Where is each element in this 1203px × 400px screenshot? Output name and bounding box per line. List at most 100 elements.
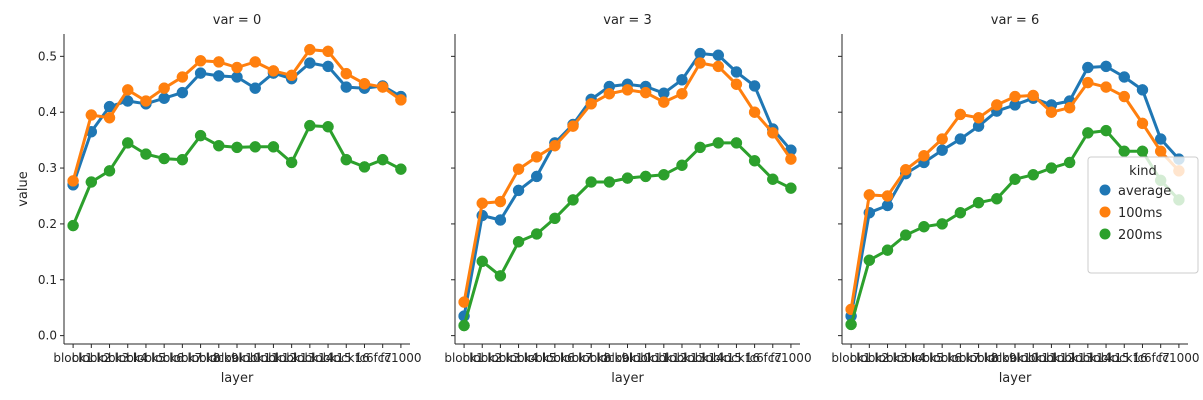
x-tick-label: block3 <box>868 351 907 365</box>
panel-title: var = 3 <box>603 13 651 28</box>
data-point-200ms <box>730 137 743 149</box>
x-tick-label: fc6 <box>745 351 763 365</box>
data-point-average <box>176 86 189 99</box>
data-point-200ms <box>1027 169 1039 181</box>
data-point-100ms <box>103 112 116 124</box>
x-tick-label: block4 <box>499 351 538 365</box>
x-tick-label: block11 <box>1010 351 1057 365</box>
y-tick-label: 0.0 <box>38 329 57 343</box>
data-point-200ms <box>863 254 876 266</box>
legend: kind average 100ms 200ms <box>1087 156 1199 274</box>
x-tick-label: block12 <box>250 351 297 365</box>
data-point-100ms <box>476 197 488 209</box>
x-tick-label: block5 <box>517 351 556 365</box>
x-tick-label: block5 <box>126 351 165 365</box>
x-tick-label: block9 <box>590 351 629 365</box>
data-point-average <box>1100 60 1112 73</box>
x-tick-label: block12 <box>1028 351 1075 365</box>
data-point-200ms <box>748 155 761 167</box>
x-tick-label: block10 <box>213 351 260 365</box>
data-point-100ms <box>549 139 561 152</box>
panel-title: var = 0 <box>213 13 261 28</box>
data-point-100ms <box>158 82 170 94</box>
data-point-200ms <box>494 270 507 282</box>
x-tick-label: block13 <box>268 351 315 365</box>
data-point-100ms <box>249 56 261 68</box>
x-tick-label: block16 <box>713 351 760 365</box>
data-point-200ms <box>639 170 652 183</box>
data-point-200ms <box>767 173 779 185</box>
data-point-100ms <box>1027 89 1039 102</box>
data-point-100ms <box>1136 117 1149 130</box>
data-point-100ms <box>567 120 579 132</box>
legend-frame <box>1087 156 1199 274</box>
y-tick-label: 0.3 <box>38 161 57 175</box>
data-point-200ms <box>121 137 134 149</box>
data-point-100ms <box>785 153 797 165</box>
x-tick-label: block11 <box>622 351 669 365</box>
data-point-200ms <box>103 165 116 177</box>
x-tick-label: block1 <box>444 351 483 365</box>
data-point-average <box>213 70 225 82</box>
data-point-200ms <box>158 152 170 165</box>
data-point-100ms <box>585 98 597 110</box>
data-point-100ms <box>881 190 894 202</box>
data-point-average <box>748 80 761 92</box>
data-point-200ms <box>658 169 670 181</box>
data-point-average <box>712 49 725 61</box>
x-tick-label: block9 <box>199 351 238 365</box>
data-point-100ms <box>918 150 930 162</box>
data-point-200ms <box>530 228 543 240</box>
data-point-200ms <box>991 193 1003 205</box>
data-point-200ms <box>231 141 243 154</box>
data-point-average <box>1118 71 1131 83</box>
data-point-200ms <box>322 120 334 133</box>
data-point-200ms <box>340 153 353 166</box>
data-point-100ms <box>121 84 134 96</box>
data-point-200ms <box>567 194 579 206</box>
data-point-200ms <box>140 148 152 160</box>
x-tick-label: block15 <box>304 351 351 365</box>
data-point-200ms <box>1118 145 1131 158</box>
data-point-100ms <box>358 77 371 90</box>
y-tick-label: 0.4 <box>38 105 57 119</box>
data-point-100ms <box>85 109 98 121</box>
data-point-200ms <box>85 176 98 188</box>
data-point-100ms <box>899 163 912 176</box>
data-point-200ms <box>458 319 470 332</box>
y-tick-label: 0.5 <box>38 49 57 63</box>
x-tick-label: fc7 <box>1151 351 1169 365</box>
data-point-average <box>1154 133 1167 145</box>
panel-1: block1block2block3block4block5block6bloc… <box>444 13 811 386</box>
x-tick-label: fc7 <box>764 351 782 365</box>
data-point-100ms <box>285 69 298 82</box>
x-tick-label: block16 <box>1101 351 1148 365</box>
x-tick-label: block2 <box>462 351 501 365</box>
x-tick-label: fc1000 <box>1158 351 1199 365</box>
legend-marker-100ms <box>1099 206 1111 218</box>
data-point-100ms <box>322 45 334 58</box>
data-point-200ms <box>785 182 797 194</box>
x-tick-label: fc7 <box>373 351 391 365</box>
data-point-100ms <box>140 95 152 107</box>
data-point-100ms <box>494 195 507 208</box>
x-tick-label: block10 <box>991 351 1038 365</box>
data-point-100ms <box>1082 76 1094 89</box>
y-axis-label: value <box>16 171 31 207</box>
data-point-average <box>936 144 948 156</box>
x-tick-label: block1 <box>53 351 92 365</box>
data-point-200ms <box>213 139 225 152</box>
data-point-100ms <box>936 133 948 145</box>
data-point-average <box>304 57 316 69</box>
data-point-100ms <box>658 96 670 108</box>
x-tick-label: block10 <box>604 351 651 365</box>
data-point-100ms <box>67 175 79 187</box>
data-point-200ms <box>936 218 948 230</box>
legend-marker-average <box>1099 184 1111 196</box>
data-point-average <box>249 82 261 94</box>
data-point-200ms <box>712 137 725 149</box>
x-tick-label: block6 <box>535 351 574 365</box>
data-point-100ms <box>512 163 525 175</box>
data-point-100ms <box>954 108 967 121</box>
